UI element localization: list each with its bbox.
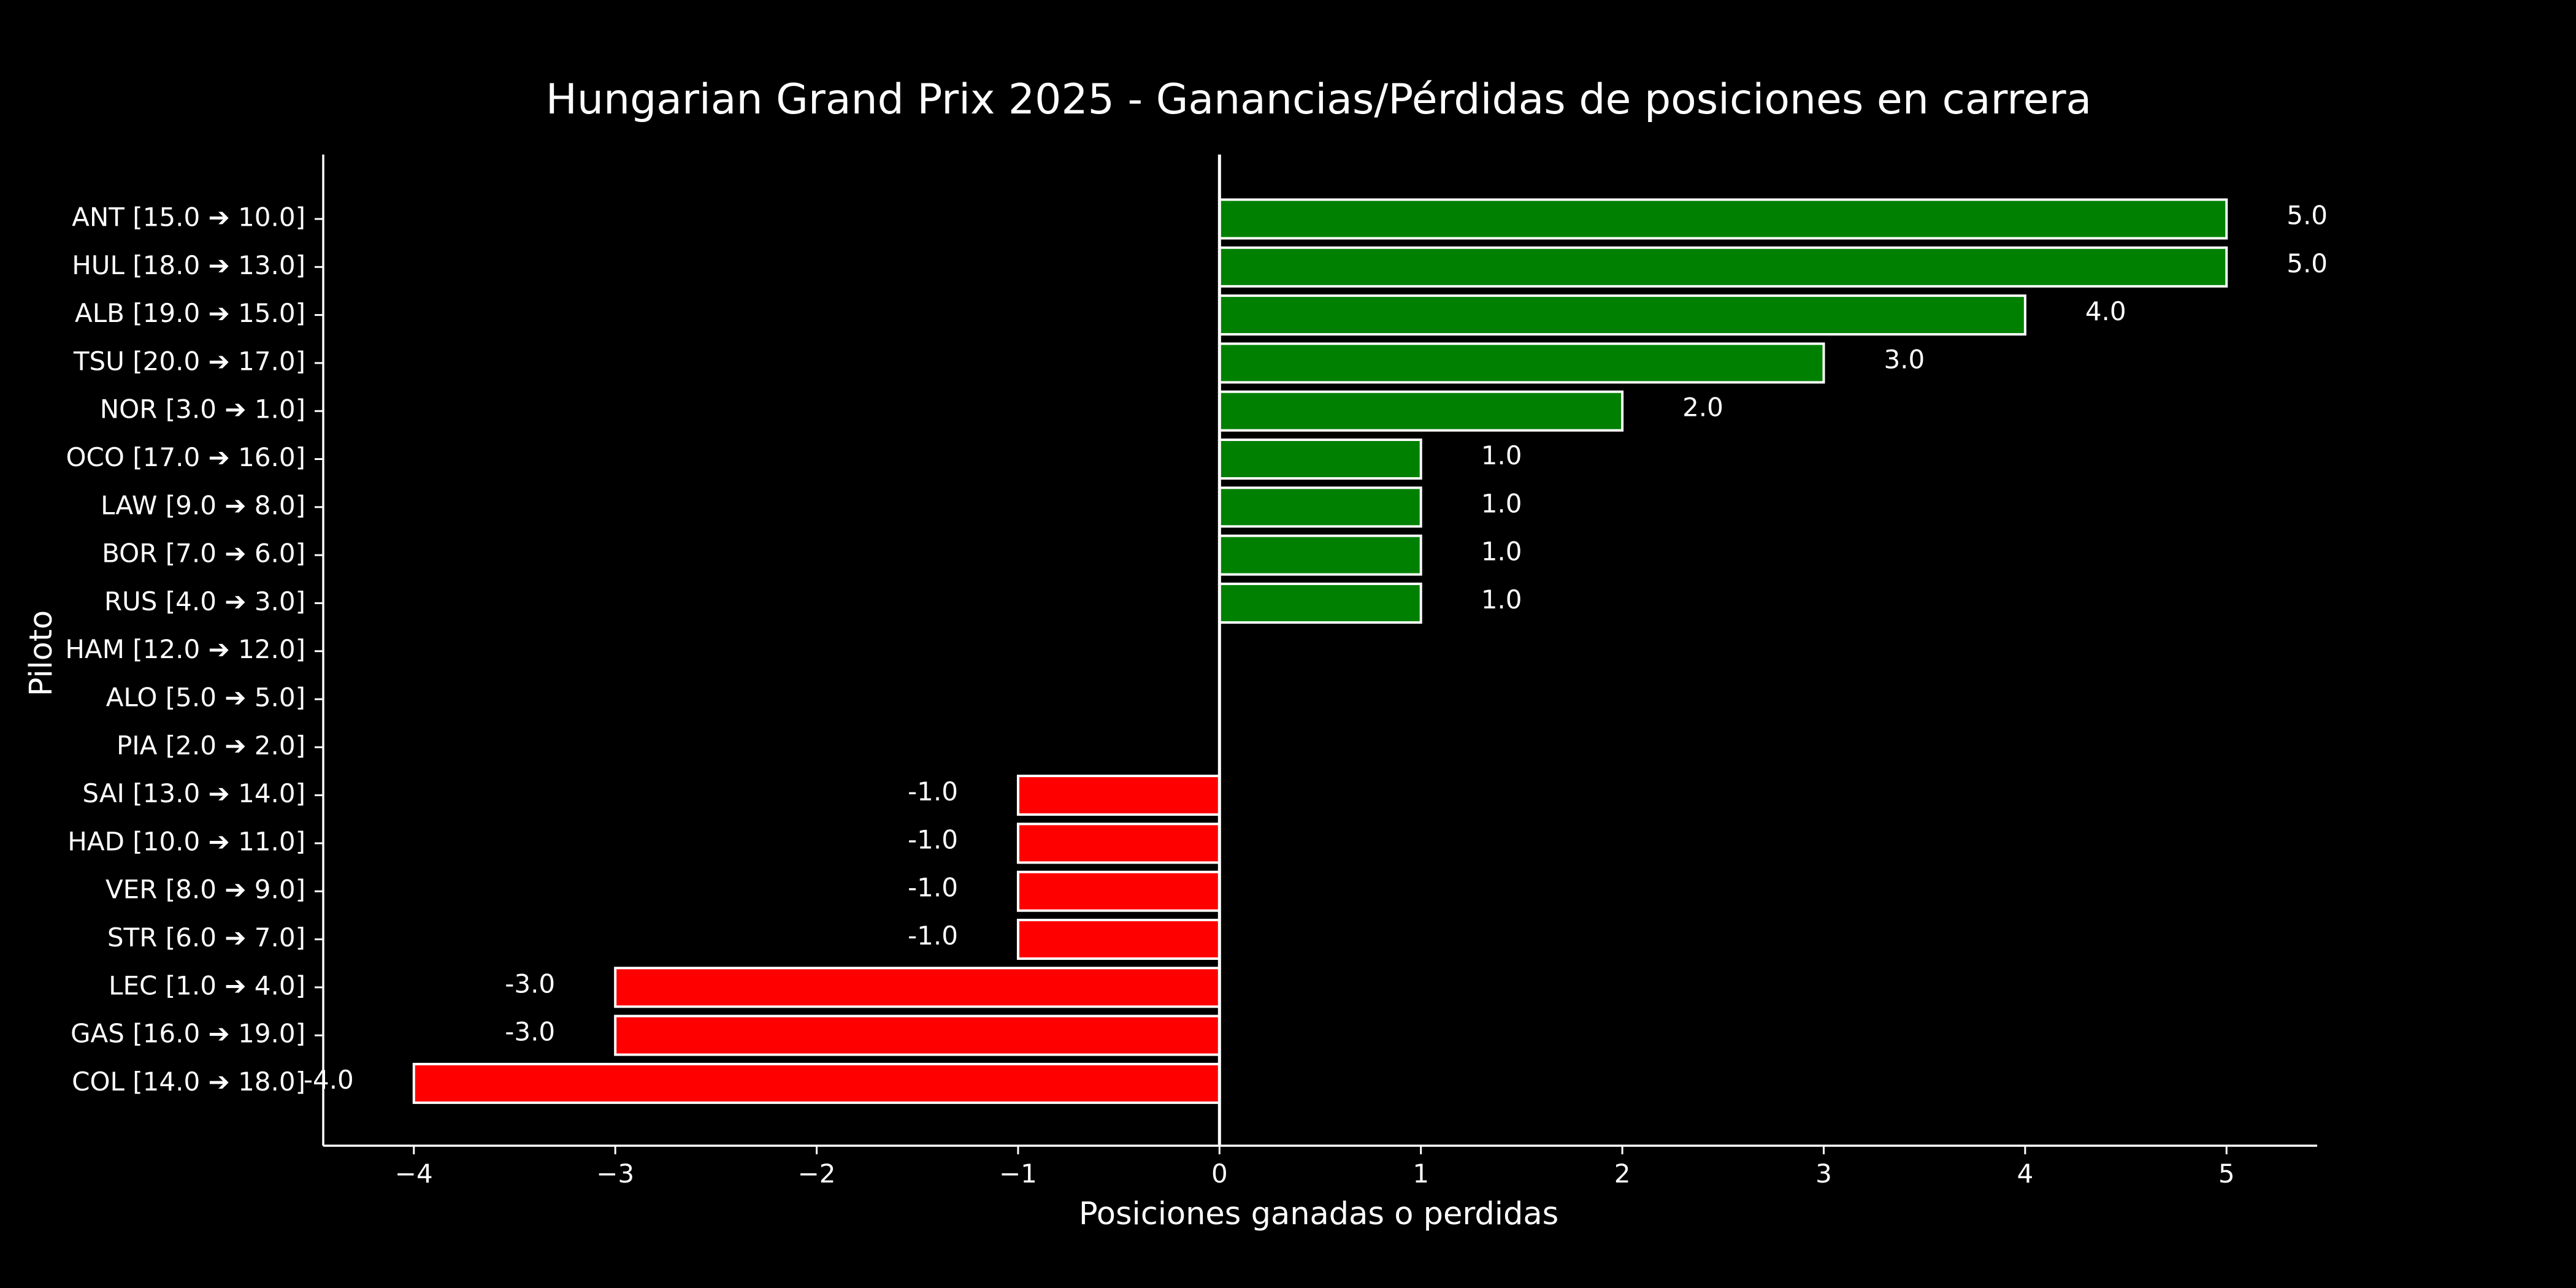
data-label: 1.0 — [1481, 537, 1522, 567]
bar-loss — [1016, 919, 1221, 960]
y-tick-label: VER [8.0 ➔ 9.0] — [105, 875, 305, 905]
data-label: -3.0 — [505, 1017, 555, 1047]
data-label: 1.0 — [1481, 440, 1522, 470]
y-tick-label: COL [14.0 ➔ 18.0] — [72, 1067, 305, 1097]
y-tick-label: RUS [4.0 ➔ 3.0] — [104, 586, 305, 616]
data-label: -3.0 — [505, 968, 555, 999]
bar-gain — [1218, 534, 1422, 576]
x-tick-label: 2 — [1614, 1159, 1631, 1189]
x-axis-label: Posiciones ganadas o perdidas — [1079, 1196, 1558, 1232]
data-label: -1.0 — [908, 921, 958, 951]
y-tick-label: BOR [7.0 ➔ 6.0] — [102, 539, 305, 569]
bar-gain — [1218, 246, 2228, 288]
bar-gain — [1218, 198, 2228, 240]
x-tick-label: 1 — [1413, 1159, 1429, 1189]
y-tick-label: ALO [5.0 ➔ 5.0] — [106, 683, 305, 713]
y-tick-label: TSU [20.0 ➔ 17.0] — [73, 346, 305, 376]
bar-loss — [1016, 822, 1221, 864]
bar-gain — [1218, 342, 1825, 384]
x-tick-label: −1 — [999, 1159, 1037, 1189]
bar-loss — [1016, 870, 1221, 912]
x-tick-label: −3 — [596, 1159, 634, 1189]
y-axis-label: Piloto — [23, 610, 59, 696]
data-label: 3.0 — [1884, 344, 1925, 374]
bar-gain — [1218, 486, 1422, 528]
y-tick-label: ANT [15.0 ➔ 10.0] — [72, 202, 305, 232]
data-label: -1.0 — [908, 824, 958, 854]
x-tick-label: −4 — [395, 1159, 433, 1189]
y-tick-label: LAW [9.0 ➔ 8.0] — [101, 490, 305, 520]
data-label: 1.0 — [1481, 585, 1522, 615]
data-label: 5.0 — [2287, 201, 2328, 231]
data-label: 4.0 — [2085, 296, 2126, 326]
y-tick-label: HUL [18.0 ➔ 13.0] — [72, 250, 305, 280]
bar-loss — [1016, 775, 1221, 816]
x-tick-label: −2 — [798, 1159, 836, 1189]
data-label: -4.0 — [304, 1065, 354, 1095]
y-tick-label: LEC [1.0 ➔ 4.0] — [109, 970, 305, 1000]
data-label: 5.0 — [2287, 248, 2328, 278]
bar-loss — [614, 1014, 1221, 1056]
data-label: -1.0 — [908, 776, 958, 807]
x-tick-label: 5 — [2218, 1159, 2235, 1189]
y-tick-label: HAD [10.0 ➔ 11.0] — [67, 826, 305, 856]
y-tick-label: SAI [13.0 ➔ 14.0] — [82, 778, 305, 808]
y-tick-label: GAS [16.0 ➔ 19.0] — [71, 1019, 305, 1049]
bar-gain — [1218, 294, 2026, 336]
x-tick-label: 4 — [2017, 1159, 2033, 1189]
bar-gain — [1218, 439, 1422, 480]
y-tick-label: ALB [19.0 ➔ 15.0] — [75, 298, 305, 328]
x-tick-label: 0 — [1211, 1159, 1228, 1189]
bar-gain — [1218, 582, 1422, 624]
data-label: 2.0 — [1682, 393, 1723, 423]
data-label: 1.0 — [1481, 488, 1522, 518]
y-tick-label: HAM [12.0 ➔ 12.0] — [65, 634, 305, 664]
bar-gain — [1218, 390, 1624, 432]
y-tick-label: OCO [17.0 ➔ 16.0] — [66, 442, 306, 472]
data-label: -1.0 — [908, 873, 958, 903]
y-tick-label: NOR [3.0 ➔ 1.0] — [100, 394, 305, 424]
x-tick-label: 3 — [1815, 1159, 1832, 1189]
bar-loss — [614, 967, 1221, 1008]
y-tick-label: STR [6.0 ➔ 7.0] — [107, 922, 305, 953]
plot-area: ANT [15.0 ➔ 10.0] 5.0 HUL [18.0 ➔ 13.0] 5.0… — [65, 155, 2328, 1189]
chart-title: Hungarian Grand Prix 2025 - Ganancias/Pé… — [546, 75, 2091, 124]
bar-loss — [412, 1062, 1221, 1104]
y-tick-label: PIA [2.0 ➔ 2.0] — [117, 730, 305, 761]
